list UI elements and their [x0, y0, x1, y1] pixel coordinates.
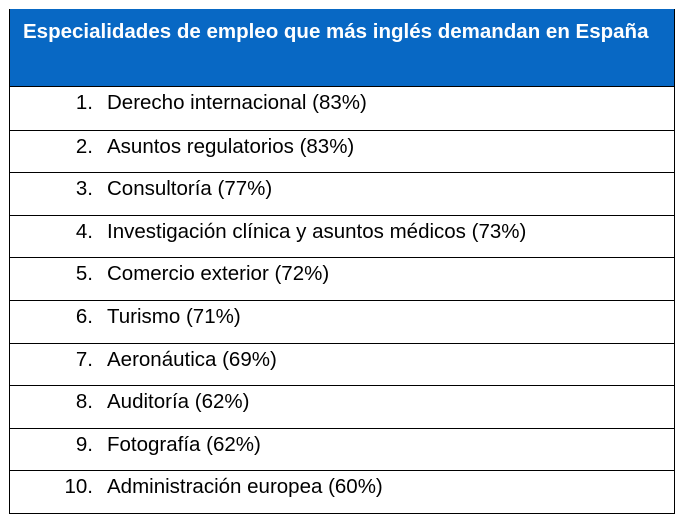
row-label: Fotografía (62%)	[107, 432, 261, 456]
row-number: 7.	[75, 347, 93, 371]
row-number: 10.	[64, 475, 94, 499]
table-row: 10. Administración europea (60%)	[10, 470, 674, 513]
row-label: Auditoría (62%)	[107, 390, 250, 414]
row-label: Asuntos regulatorios (83%)	[107, 134, 355, 158]
table-body: 1. Derecho internacional (83%) 2. Asunto…	[10, 87, 674, 513]
row-number: 4.	[75, 219, 93, 243]
row-label: Comercio exterior (72%)	[107, 262, 330, 286]
row-label: Administración europea (60%)	[107, 475, 383, 499]
row-number: 9.	[75, 432, 93, 456]
table-row: 5. Comercio exterior (72%)	[10, 257, 674, 300]
row-label: Derecho internacional (83%)	[107, 91, 367, 114]
row-number: 5.	[75, 262, 93, 286]
ranking-table: Especialidades de empleo que más inglés …	[9, 9, 675, 514]
table-title: Especialidades de empleo que más inglés …	[10, 9, 674, 87]
row-label: Turismo (71%)	[107, 304, 241, 328]
row-number: 1.	[75, 91, 93, 114]
row-label: Aeronáutica (69%)	[107, 347, 277, 371]
table-row: 6. Turismo (71%)	[10, 299, 674, 343]
table-row: 2. Asuntos regulatorios (83%)	[10, 129, 674, 173]
row-label: Consultoría (77%)	[107, 177, 273, 201]
table-row: 1. Derecho internacional (83%)	[10, 87, 674, 130]
table-row: 4. Investigación clínica y asuntos médic…	[10, 214, 674, 258]
row-label: Investigación clínica y asuntos médicos …	[107, 219, 527, 243]
row-number: 6.	[75, 304, 93, 328]
table-row: 7. Aeronáutica (69%)	[10, 342, 674, 386]
table-row: 9. Fotografía (62%)	[10, 427, 674, 471]
table-row: 3. Consultoría (77%)	[10, 172, 674, 215]
row-number: 3.	[75, 177, 93, 201]
row-number: 2.	[75, 134, 93, 158]
table-row: 8. Auditoría (62%)	[10, 385, 674, 428]
row-number: 8.	[75, 390, 93, 414]
